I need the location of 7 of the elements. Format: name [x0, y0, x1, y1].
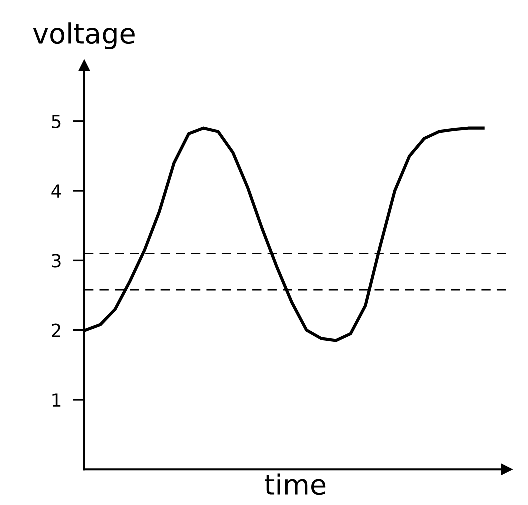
y-tick-label: 5 [52, 115, 61, 128]
y-tick-label: 1 [52, 394, 61, 407]
y-axis-title: voltage [33, 22, 135, 50]
x-axis-title: time [265, 474, 326, 496]
y-tick-label: 2 [52, 324, 60, 338]
y-tick-label: 4 [52, 184, 62, 198]
y-tick-label: 3 [52, 254, 61, 268]
